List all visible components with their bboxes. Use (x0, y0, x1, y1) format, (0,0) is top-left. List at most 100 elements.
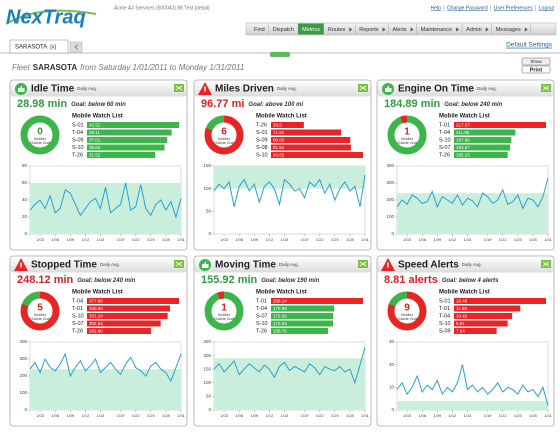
watch-id: T-04 (439, 313, 450, 319)
x-tick-label: 1/19 (484, 237, 493, 242)
watch-value: 211.96 (456, 130, 470, 135)
x-tick-label: 1/09 (66, 413, 75, 418)
button-label: Print (530, 67, 543, 73)
outside-count: 0 (37, 127, 43, 138)
x-tick-label: 1/22 (499, 237, 508, 242)
x-tick-label: 1/15 (281, 413, 290, 418)
watch-bar (454, 122, 546, 128)
watch-value: 80.82 (273, 137, 285, 142)
metric-goal: Goal: below 240 min (444, 102, 502, 108)
x-tick-label: 1/25 (147, 237, 156, 242)
collapse-handle[interactable] (270, 52, 290, 57)
nav-item[interactable]: Messages (496, 27, 521, 33)
y-tick-label: 0 (391, 407, 394, 412)
x-tick-label: 1/09 (433, 237, 442, 242)
metric-goal: Goal: below 190 min (261, 278, 319, 284)
x-tick-label: 1/31 (177, 237, 186, 242)
top-link[interactable]: Help (431, 5, 442, 11)
outside-count: 1 (221, 303, 227, 314)
nav-item[interactable]: Dispatch (273, 27, 294, 33)
metric-panel: Engine On Time Daily Avg. 184.89 min Goal: … (376, 79, 555, 251)
watch-bar (271, 298, 363, 304)
x-tick-label: 1/19 (117, 237, 126, 242)
panel-title: Miles Driven (215, 84, 274, 95)
donut-caption: Mobiles (218, 137, 230, 141)
top-link[interactable]: Logout (539, 5, 555, 11)
y-tick-label: 20 (22, 214, 28, 219)
x-tick-label: 1/12 (448, 413, 457, 418)
outside-count: 5 (37, 303, 43, 314)
menu-arrow (485, 27, 489, 32)
nav-item[interactable]: Reports (359, 27, 379, 33)
outside-count: 6 (221, 127, 227, 138)
nav-item[interactable]: Alerts (393, 27, 407, 33)
metric-goal: Goal: below 4 alerts (442, 278, 499, 284)
x-tick-label: 1/25 (331, 413, 340, 418)
x-tick-label: 1/22 (132, 237, 141, 242)
fleet-prefix: Fleet (12, 63, 31, 72)
x-tick-label: 1/31 (177, 413, 186, 418)
x-tick-label: 1/12 (265, 237, 274, 242)
button[interactable] (521, 57, 551, 66)
donut-caption: Outside Goal (214, 317, 235, 321)
nav-item[interactable]: Find (254, 27, 265, 33)
default-settings[interactable]: Default Settings (506, 42, 553, 49)
watch-title: Mobile Watch List (439, 114, 490, 120)
tab[interactable] (9, 39, 69, 54)
button[interactable] (521, 65, 551, 74)
donut-caption: Outside Goal (30, 141, 51, 145)
outside-count: 1 (404, 127, 410, 138)
nav-item[interactable]: Admin (466, 27, 482, 33)
nav-item[interactable]: Maintenance (421, 27, 453, 33)
watch-value: 340.88 (89, 306, 103, 311)
daily-avg: Daily Avg. (279, 262, 299, 267)
x-tick-label: 1/06 (418, 413, 427, 418)
watch-bar (454, 320, 508, 327)
watch-bar (87, 144, 165, 151)
panel-header (377, 256, 554, 273)
trend-line (396, 364, 549, 406)
x-tick-label: 1/09 (66, 237, 75, 242)
trend-line (396, 177, 549, 210)
x-tick-label: 1/22 (316, 413, 325, 418)
watch-value: 193.57 (456, 145, 470, 150)
watch-bar (87, 320, 161, 327)
goal-band (397, 193, 548, 234)
watch-id: T-26 (439, 152, 450, 158)
watch-id: S-09 (256, 137, 268, 143)
watch-value: 81.54 (273, 145, 285, 150)
watch-value: 33.5 (273, 122, 282, 127)
top-link[interactable]: Change Password (447, 5, 488, 11)
trend-line (29, 352, 182, 383)
expand-arrows (175, 261, 183, 267)
thumb (18, 85, 25, 92)
y-tick-label: 0 (24, 231, 27, 236)
nav-item[interactable]: Metrics (302, 27, 320, 33)
x-tick-label: 1/06 (51, 413, 60, 418)
goal-band (30, 369, 181, 410)
donut-caption: Outside Goal (214, 141, 235, 145)
expand-arrows (542, 85, 550, 91)
tab-scroll[interactable] (69, 41, 83, 53)
donut-segment (205, 115, 225, 131)
watch-bar (454, 298, 546, 304)
watch-id: S-01 (72, 122, 84, 128)
top-link[interactable]: User Preferences (494, 5, 533, 11)
metric-goal: Goal: below 60 min (71, 102, 126, 108)
watch-value: 37.01 (89, 137, 101, 142)
donut-segment (21, 291, 41, 307)
watch-bar (271, 152, 363, 158)
nav-item[interactable]: Routes (328, 27, 346, 33)
trend-line (213, 347, 366, 385)
y-tick-label: 30 (389, 339, 395, 344)
watch-value: 16.48 (456, 298, 468, 303)
donut-caption: Outside Goal (30, 317, 51, 321)
tab-close[interactable]: [x] (50, 44, 56, 50)
y-tick-label: 300 (19, 356, 27, 361)
x-tick-label: 1/12 (448, 237, 457, 242)
watch-value: 175.89 (273, 306, 287, 311)
x-tick-label: 1/03 (36, 413, 45, 418)
x-tick-label: 1/03 (403, 237, 412, 242)
x-tick-label: 1/22 (316, 237, 325, 242)
x-tick-label: 1/22 (499, 413, 508, 418)
